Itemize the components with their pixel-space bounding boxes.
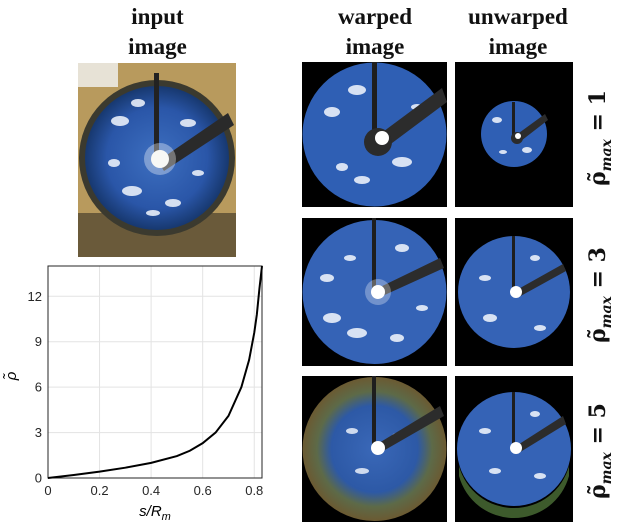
header-warped-image: warped image — [337, 4, 413, 59]
chart-xtick-label: 0.2 — [91, 483, 109, 498]
row-label-rho3: ρ̃max = 3 — [585, 247, 615, 343]
rho-mapping-chart: 0 0.2 0.4 0.6 0.8 0 3 6 9 12 s/Rm ρ̃ — [3, 265, 263, 522]
chart-ytick-label: 0 — [35, 471, 42, 486]
input-fisheye-image — [78, 63, 236, 257]
chart-ytick-label: 6 — [35, 380, 42, 395]
unwarped-image-rho5 — [455, 376, 573, 522]
row-label-rho5: ρ̃max = 5 — [585, 403, 615, 499]
chart-plot-frame — [47, 265, 263, 479]
chart-xtick-label: 0 — [44, 483, 51, 498]
chart-ytick-label: 9 — [35, 334, 42, 349]
chart-ylabel: ρ̃ — [3, 371, 20, 381]
chart-xtick-label: 0.4 — [142, 483, 160, 498]
warped-image-rho3 — [302, 218, 447, 366]
chart-xtick-label: 0.6 — [194, 483, 212, 498]
unwarped-image-rho3 — [455, 218, 573, 366]
row-label-rho1: ρ̃max = 1 — [585, 90, 615, 186]
header-input-image: input image — [128, 4, 187, 59]
chart-xlabel: s/Rm — [139, 503, 171, 522]
warped-image-rho5 — [302, 376, 447, 522]
chart-ytick-label: 12 — [28, 289, 42, 304]
unwarped-image-rho1 — [455, 62, 573, 207]
warped-image-rho1 — [302, 62, 447, 207]
chart-series-line — [47, 265, 263, 479]
header-unwarped-image: unwarped image — [468, 4, 568, 59]
chart-ytick-label: 3 — [35, 425, 42, 440]
chart-xtick-label: 0.8 — [245, 483, 263, 498]
